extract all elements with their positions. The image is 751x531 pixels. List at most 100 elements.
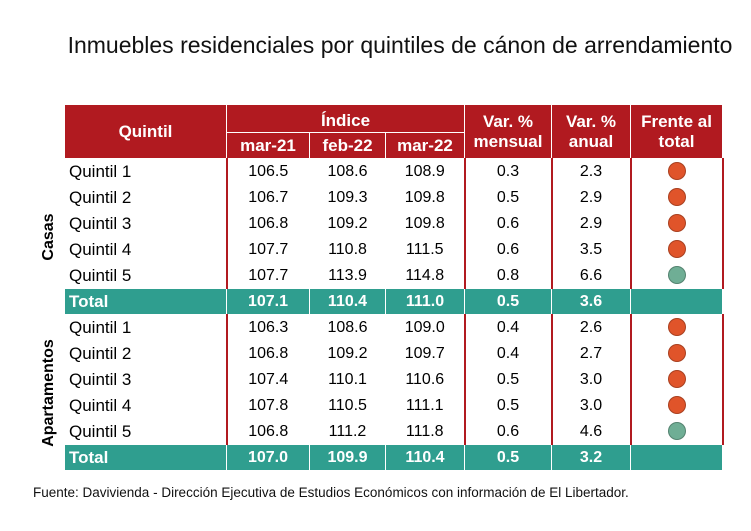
row-label: Quintil 3 — [64, 210, 228, 237]
cell-feb22: 111.2 — [309, 418, 386, 445]
header-var-anual: Var. % anual — [551, 104, 631, 159]
table-row: Casas Quintil 1 106.5 108.6 108.9 0.3 2.3 — [32, 158, 724, 315]
cell-mar21: 106.8 — [226, 340, 310, 367]
chart-title: Inmuebles residenciales por quintiles de… — [67, 32, 733, 58]
table-row: Apartamentos Quintil 1 106.3 108.6 109.0 0.4 2… — [32, 314, 724, 471]
cell-anual: 6.6 — [550, 262, 631, 289]
header-frente: Frente al total — [630, 104, 723, 159]
header-month: mar-21 — [226, 132, 310, 159]
cell-signal — [629, 262, 724, 289]
cell-feb22: 109.3 — [309, 184, 386, 211]
total-cell-anual: 3.6 — [551, 288, 631, 315]
cell-mensual: 0.4 — [463, 314, 552, 341]
row-label: Quintil 1 — [64, 158, 228, 185]
cell-mar22: 109.8 — [385, 184, 465, 211]
table-row: Quintil 2 106.8 109.2 109.7 0.4 2.7 — [33, 340, 724, 367]
table-row: Quintil 3 106.8 109.2 109.8 0.6 2.9 — [33, 210, 724, 237]
table-body: Casas Quintil 1 106.5 108.6 108.9 0.3 2.3 Quint… — [32, 158, 724, 471]
teal-status-dot-icon — [667, 422, 686, 441]
total-cell-mar21: 107.0 — [226, 444, 310, 471]
cell-feb22: 108.6 — [309, 314, 386, 341]
total-row: Total 107.1 110.4 111.0 0.5 3.6 — [33, 288, 723, 315]
header-frente-line2: total — [658, 131, 695, 151]
row-label: Quintil 2 — [64, 340, 228, 367]
cell-mar21: 106.5 — [226, 158, 310, 185]
orange-status-dot-icon — [667, 240, 686, 259]
total-cell-anual: 3.2 — [551, 444, 631, 471]
group-label: Casas — [39, 212, 57, 261]
cell-signal — [629, 158, 724, 185]
cell-signal — [629, 392, 724, 419]
cell-mar21: 106.7 — [226, 184, 310, 211]
header-corner — [32, 104, 65, 159]
cell-mensual: 0.6 — [463, 210, 552, 237]
cell-mar22: 108.9 — [385, 158, 465, 185]
cell-feb22: 110.1 — [309, 366, 386, 393]
header-quintil: Quintil — [64, 104, 227, 159]
group-label-cell: Apartamentos — [32, 314, 65, 471]
teal-status-dot-icon — [667, 266, 686, 285]
cell-mensual: 0.6 — [463, 418, 552, 445]
header-indice: Índice — [226, 104, 465, 133]
header-var-anual-line1: Var. % — [565, 111, 617, 131]
table-row: Quintil 5 107.7 113.9 114.8 0.8 6.6 — [33, 262, 724, 289]
cell-mar21: 107.4 — [226, 366, 310, 393]
total-cell-feb22: 110.4 — [309, 288, 386, 315]
row-label: Quintil 5 — [64, 262, 228, 289]
cell-signal — [629, 236, 724, 263]
cell-mar21: 106.8 — [226, 418, 310, 445]
cell-mensual: 0.6 — [463, 236, 552, 263]
total-cell-mar22: 111.0 — [385, 288, 465, 315]
cell-mar21: 107.7 — [226, 262, 310, 289]
cell-mar22: 114.8 — [385, 262, 465, 289]
row-label: Quintil 3 — [64, 366, 228, 393]
cell-anual: 2.6 — [550, 314, 631, 341]
cell-feb22: 109.2 — [309, 340, 386, 367]
cell-anual: 2.7 — [550, 340, 631, 367]
cell-feb22: 110.5 — [309, 392, 386, 419]
cell-feb22: 110.8 — [309, 236, 386, 263]
header-month: feb-22 — [309, 132, 386, 159]
cell-feb22: 108.6 — [309, 158, 386, 185]
table-row: Quintil 4 107.7 110.8 111.5 0.6 3.5 — [33, 236, 724, 263]
row-label: Quintil 4 — [64, 236, 228, 263]
source-note: Fuente: Davivienda - Dirección Ejecutiva… — [33, 485, 629, 500]
total-row: Total 107.0 109.9 110.4 0.5 3.2 — [33, 444, 723, 471]
total-label: Total — [64, 288, 227, 315]
total-cell-mar22: 110.4 — [385, 444, 465, 471]
rent-index-table: Quintil Índice Var. % mensual Var. % anu… — [32, 104, 724, 471]
cell-signal — [629, 314, 724, 341]
cell-mensual: 0.5 — [463, 366, 552, 393]
orange-status-dot-icon — [667, 318, 686, 337]
cell-anual: 3.0 — [550, 392, 631, 419]
cell-feb22: 113.9 — [309, 262, 386, 289]
cell-mar22: 109.0 — [385, 314, 465, 341]
cell-signal — [629, 210, 724, 237]
cell-mensual: 0.5 — [463, 184, 552, 211]
orange-status-dot-icon — [667, 214, 686, 233]
cell-mar21: 106.8 — [226, 210, 310, 237]
cell-mar22: 111.5 — [385, 236, 465, 263]
cell-mar21: 106.3 — [226, 314, 310, 341]
table-row: Quintil 2 106.7 109.3 109.8 0.5 2.9 — [33, 184, 724, 211]
cell-anual: 3.0 — [550, 366, 631, 393]
cell-anual: 3.5 — [550, 236, 631, 263]
cell-signal — [629, 184, 724, 211]
cell-anual: 4.6 — [550, 418, 631, 445]
header-frente-line1: Frente al — [641, 111, 712, 131]
total-cell-mensual: 0.5 — [464, 444, 552, 471]
header-var-mensual-line2: mensual — [473, 131, 543, 151]
cell-mensual: 0.3 — [463, 158, 552, 185]
total-cell-signal — [630, 444, 723, 471]
cell-mar22: 111.1 — [385, 392, 465, 419]
orange-status-dot-icon — [667, 188, 686, 207]
header-month: mar-22 — [385, 132, 465, 159]
cell-mensual: 0.4 — [463, 340, 552, 367]
cell-anual: 2.9 — [550, 184, 631, 211]
orange-status-dot-icon — [667, 162, 686, 181]
cell-anual: 2.9 — [550, 210, 631, 237]
header-var-mensual: Var. % mensual — [464, 104, 552, 159]
orange-status-dot-icon — [667, 370, 686, 389]
header-var-mensual-line1: Var. % — [482, 111, 534, 131]
total-label: Total — [64, 444, 227, 471]
